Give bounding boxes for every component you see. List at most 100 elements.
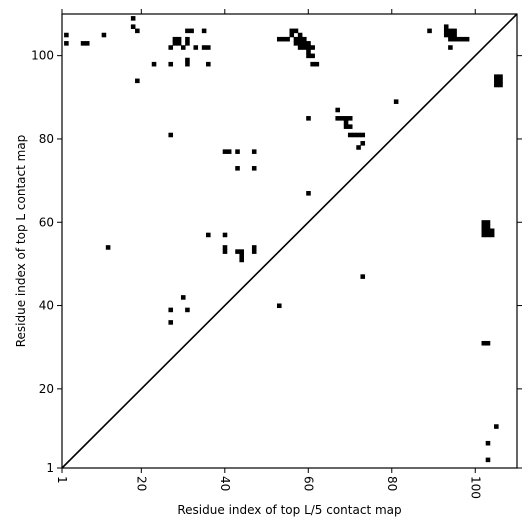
x-tick-label: 20 bbox=[134, 476, 148, 491]
contact-cell-upper bbox=[293, 28, 299, 34]
contact-cell-upper bbox=[206, 61, 211, 67]
contact-cell-upper bbox=[306, 49, 311, 54]
contact-cell-upper bbox=[297, 41, 303, 46]
y-tick-label: 40 bbox=[39, 299, 54, 313]
contact-cell-upper bbox=[452, 36, 457, 42]
contact-cell-upper bbox=[172, 41, 178, 46]
contact-cell-upper bbox=[235, 166, 240, 171]
contact-cell-upper bbox=[443, 28, 449, 34]
y-axis-label: Residue index of top L contact map bbox=[14, 135, 28, 348]
contact-cell-lower bbox=[185, 307, 190, 313]
x-tick-label: 40 bbox=[218, 476, 232, 491]
contact-cell-upper bbox=[306, 41, 311, 46]
contact-cell-lower bbox=[498, 74, 503, 79]
contact-cell-upper bbox=[456, 36, 462, 42]
contact-cell-lower bbox=[239, 253, 244, 259]
contact-cell-lower bbox=[105, 245, 111, 250]
contact-cell-upper bbox=[356, 145, 361, 150]
contact-cell-lower bbox=[485, 457, 491, 463]
contact-cell-lower bbox=[222, 245, 228, 250]
contact-cell-lower bbox=[489, 228, 495, 234]
contact-cell-lower bbox=[481, 224, 487, 229]
x-axis-label: Residue index of top L/5 contact map bbox=[177, 503, 401, 517]
contact-cell-lower bbox=[485, 440, 491, 446]
contact-cell-lower bbox=[180, 295, 186, 300]
contact-cell-upper bbox=[285, 36, 290, 42]
contact-cell-upper bbox=[185, 57, 190, 63]
contact-cell-upper bbox=[448, 28, 453, 34]
contact-cell-upper bbox=[226, 149, 232, 154]
contact-cell-upper bbox=[180, 45, 186, 50]
contact-cell-upper bbox=[276, 36, 282, 42]
contact-cell-upper bbox=[185, 28, 190, 34]
axis-ticks bbox=[57, 9, 522, 473]
contact-cell-upper bbox=[314, 61, 320, 67]
contact-cell-upper bbox=[201, 28, 207, 34]
contact-cell-lower bbox=[489, 232, 495, 238]
contact-cell-upper bbox=[310, 61, 315, 67]
contact-cell-upper bbox=[443, 32, 449, 38]
contact-cell-lower bbox=[251, 245, 257, 250]
contact-cell-upper bbox=[347, 132, 353, 138]
contact-cell-upper bbox=[335, 116, 340, 121]
contact-cell-upper bbox=[306, 53, 311, 59]
contact-cell-lower bbox=[485, 224, 491, 229]
contact-cell-lower bbox=[494, 78, 499, 84]
contact-cell-upper bbox=[193, 45, 199, 50]
x-tick-label: 60 bbox=[301, 476, 315, 491]
contact-cell-upper bbox=[297, 32, 303, 38]
contact-cell-upper bbox=[293, 41, 299, 46]
contact-cell-upper bbox=[356, 132, 361, 138]
contact-cell-upper bbox=[64, 41, 69, 46]
contact-cell-upper bbox=[64, 32, 69, 38]
contact-cell-upper bbox=[452, 32, 457, 38]
contact-cell-lower bbox=[498, 78, 503, 84]
contact-cell-upper bbox=[306, 116, 311, 121]
contact-cell-upper bbox=[235, 149, 240, 154]
contact-cell-upper bbox=[289, 28, 295, 34]
diagonal-line bbox=[61, 13, 518, 469]
contact-cell-upper bbox=[176, 36, 182, 42]
contact-cell-upper bbox=[168, 132, 174, 138]
contact-cell-lower bbox=[251, 249, 257, 254]
contact-cell-upper bbox=[251, 149, 257, 154]
contact-cell-upper bbox=[302, 41, 307, 46]
contact-cell-lower bbox=[481, 232, 487, 238]
y-tick-label: 80 bbox=[39, 132, 54, 146]
contact-cell-upper bbox=[460, 36, 466, 42]
contact-cell-upper bbox=[297, 45, 303, 50]
contact-cell-lower bbox=[206, 232, 211, 238]
contact-cell-upper bbox=[135, 28, 140, 34]
contact-cell-upper bbox=[452, 28, 457, 34]
contact-cell-upper bbox=[310, 53, 315, 59]
contact-cell-upper bbox=[251, 166, 257, 171]
contact-cell-upper bbox=[293, 36, 299, 42]
contact-cell-lower bbox=[222, 249, 228, 254]
contact-cell-lower bbox=[498, 82, 503, 88]
contact-cell-upper bbox=[130, 24, 136, 29]
contact-cell-upper bbox=[206, 45, 211, 50]
contact-cell-upper bbox=[448, 32, 453, 38]
contact-cell-lower bbox=[168, 320, 174, 325]
contact-cell-upper bbox=[302, 36, 307, 42]
contact-cell-lower bbox=[481, 340, 487, 346]
contact-cell-lower bbox=[485, 228, 491, 234]
contact-cell-upper bbox=[172, 36, 178, 42]
contact-cell-upper bbox=[168, 61, 174, 67]
contact-cell-upper bbox=[189, 28, 194, 34]
y-tick-label: 20 bbox=[39, 382, 54, 396]
contact-cell-upper bbox=[448, 36, 453, 42]
contact-cell-upper bbox=[289, 32, 295, 38]
contact-cell-upper bbox=[343, 116, 349, 121]
contact-cell-upper bbox=[347, 124, 353, 129]
x-tick-labels: 1 20 40 60 80 100 bbox=[55, 476, 482, 499]
contact-cell-upper bbox=[306, 191, 311, 196]
contact-cell-lower bbox=[494, 424, 499, 429]
contact-cell-upper bbox=[360, 141, 366, 146]
contact-cell-upper bbox=[343, 124, 349, 129]
contact-cell-lower bbox=[481, 228, 487, 234]
contact-cell-lower bbox=[168, 307, 174, 313]
contact-cell-lower bbox=[485, 232, 491, 238]
contact-cell-upper bbox=[427, 28, 432, 34]
